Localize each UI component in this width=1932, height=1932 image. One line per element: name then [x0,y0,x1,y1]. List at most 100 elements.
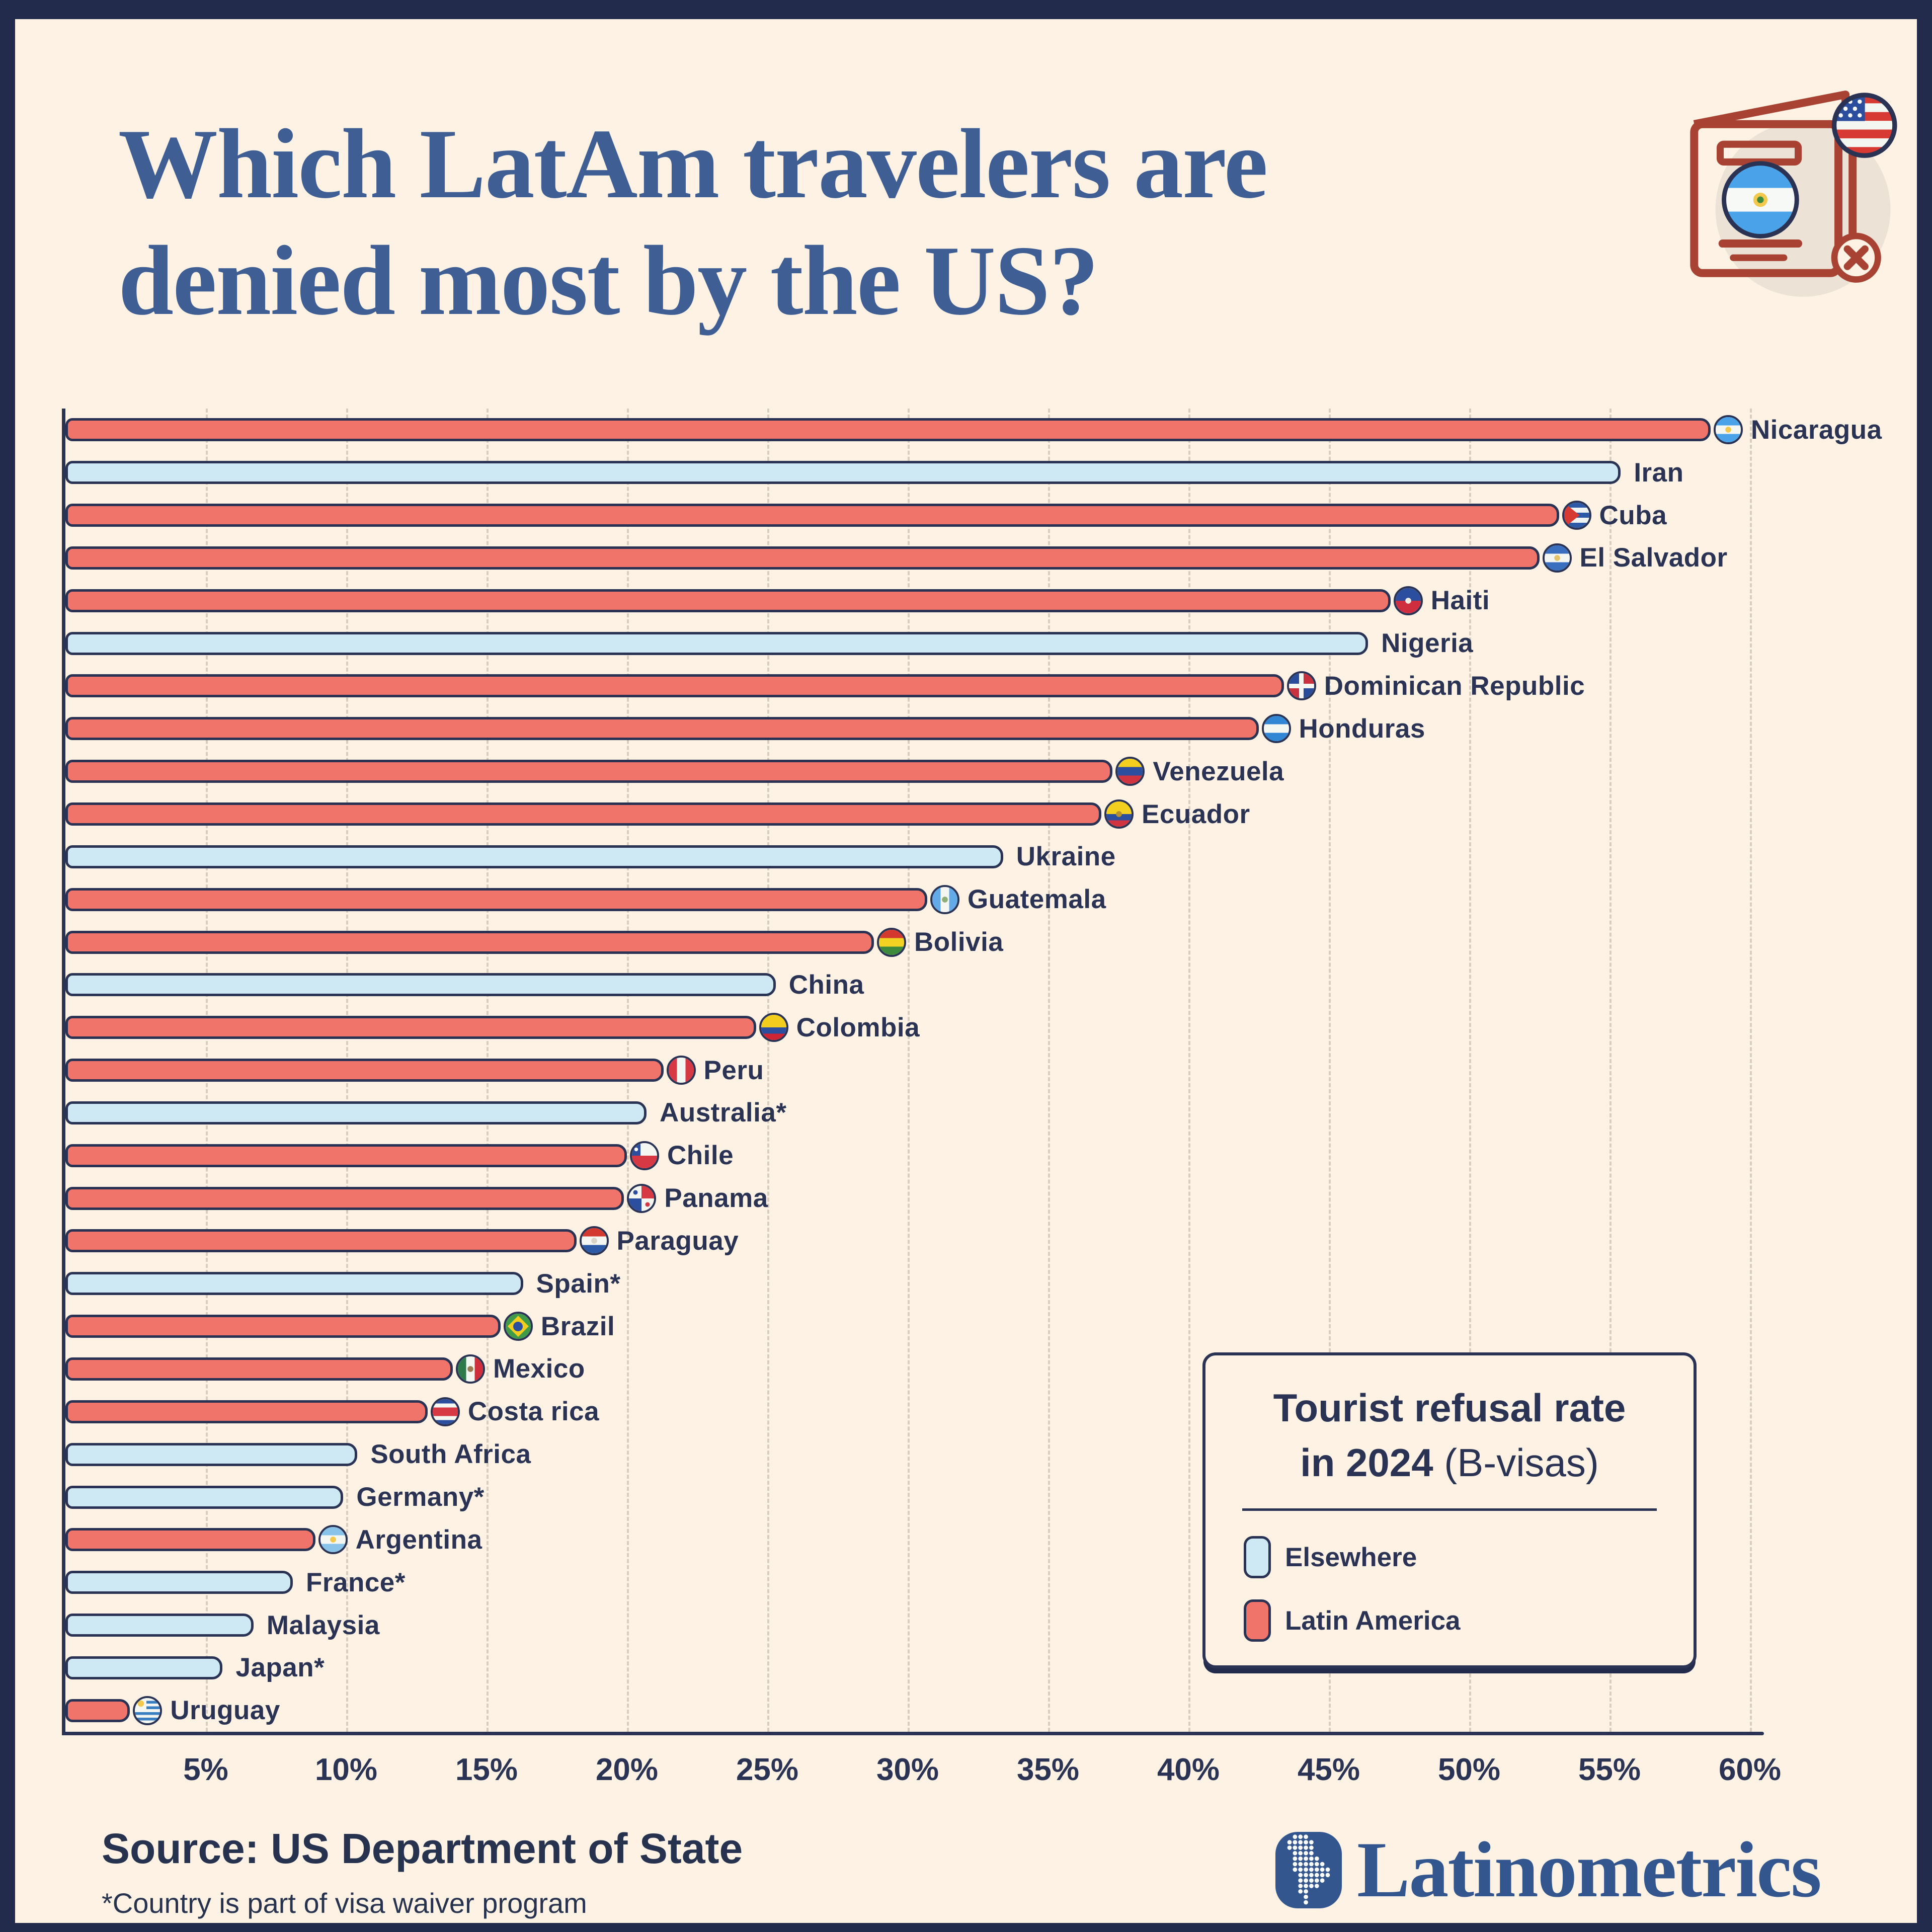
peru-flag-icon [666,1056,696,1085]
costa-rica-flag-icon [430,1397,460,1426]
nicaragua-flag-icon [1713,415,1743,445]
denied-x-icon [1831,232,1881,283]
bar-row-costa-rica: Costa rica [65,1390,1750,1433]
bar-row-uruguay: Uruguay [65,1689,1750,1732]
cuba-flag-icon [1562,501,1591,530]
infographic-background: Which LatAm travelers are denied most by… [15,19,1917,1923]
gridline-25 [767,409,769,1732]
gridline-40 [1188,409,1190,1732]
passport-cover-fold [1693,90,1850,128]
bar-ecuador [65,802,1102,826]
bar-costa-rica [65,1400,428,1423]
chile-flag-icon [630,1141,659,1170]
legend-divider [1242,1508,1657,1511]
bar-row-spain: Spain* [65,1262,1750,1305]
bar-row-ukraine: Ukraine [65,835,1750,878]
bar-label-ukraine: Ukraine [1016,842,1116,872]
bar-argentina [65,1528,315,1552]
bar-peru [65,1059,664,1082]
bar-row-colombia: Colombia [65,1006,1750,1049]
bar-label-ecuador: Ecuador [1142,799,1250,829]
dominican-republic-flag-icon [1286,671,1316,701]
bar-china [65,973,776,997]
bar-row-iran: Iran [65,451,1750,494]
bar-row-honduras: Honduras [65,707,1750,750]
bar-label-honduras: Honduras [1299,713,1425,744]
x-tick-15: 15% [455,1752,518,1787]
gridline-60 [1750,409,1752,1732]
bar-row-france: France* [65,1561,1750,1604]
bar-label-uruguay: Uruguay [170,1696,280,1726]
page-title: Which LatAm travelers are denied most by… [118,106,1268,339]
x-axis [62,1732,1764,1735]
bar-guatemala [65,888,928,911]
latinometrics-logo-icon [1275,1832,1342,1908]
bar-row-bolivia: Bolivia [65,921,1750,963]
x-axis-ticks: 5% 10% 15% 20% 25% 30% 35% 40% 45% 50% 55% 60% [65,1739,1781,1794]
bar-row-argentina: Argentina [65,1518,1750,1561]
passport-denied-icon [1690,90,1897,297]
passport-book [1690,120,1842,277]
bar-label-chile: Chile [667,1141,734,1171]
venezuela-flag-icon [1115,757,1145,786]
bar-row-brazil: Brazil [65,1305,1750,1348]
x-tick-5: 5% [183,1752,228,1787]
x-tick-30: 30% [876,1752,939,1787]
bar-venezuela [65,760,1113,783]
bar-el-salvador [65,546,1540,570]
bar-panama [65,1186,624,1210]
bar-label-bolivia: Bolivia [914,927,1004,957]
argentina-flag-icon [318,1525,348,1555]
legend-title-line1: Tourist refusal rate [1273,1386,1626,1430]
bar-row-japan: Japan* [65,1646,1750,1689]
x-tick-25: 25% [736,1752,799,1787]
bar-mexico [65,1357,453,1381]
gridline-50 [1469,409,1471,1732]
bar-row-dominican-republic: Dominican Republic [65,665,1750,707]
bar-colombia [65,1016,756,1039]
bar-label-haiti: Haiti [1430,586,1490,616]
bar-row-peru: Peru [65,1049,1750,1092]
panama-flag-icon [627,1183,657,1213]
uruguay-flag-icon [133,1696,163,1725]
x-tick-55: 55% [1578,1752,1641,1787]
bar-row-el-salvador: El Salvador [65,537,1750,580]
bar-row-haiti: Haiti [65,579,1750,622]
bar-label-nicaragua: Nicaragua [1750,415,1882,445]
bar-malaysia [65,1614,254,1637]
x-tick-35: 35% [1016,1752,1080,1787]
bar-honduras [65,717,1259,741]
bar-row-panama: Panama [65,1177,1750,1220]
bar-nicaragua [65,418,1711,442]
bar-spain [65,1272,523,1296]
page-title-line1: Which LatAm travelers are [118,109,1268,219]
ecuador-flag-icon [1104,799,1134,829]
bar-label-iran: Iran [1634,457,1684,488]
bar-row-chile: Chile [65,1134,1750,1177]
nicaragua-flag-circle [1722,161,1799,238]
bar-row-ecuador: Ecuador [65,793,1750,836]
brazil-flag-icon [503,1312,533,1341]
bar-row-guatemala: Guatemala [65,878,1750,921]
bar-row-south-africa: South Africa [65,1433,1750,1476]
bar-row-mexico: Mexico [65,1348,1750,1391]
el-salvador-flag-icon [1542,543,1572,573]
bar-row-paraguay: Paraguay [65,1220,1750,1262]
legend-label-latam: Latin America [1285,1605,1461,1636]
gridline-45 [1329,409,1331,1732]
bar-row-venezuela: Venezuela [65,750,1750,793]
bar-label-cuba: Cuba [1599,500,1667,530]
mexico-flag-icon [456,1354,486,1384]
legend-entry-elsewhere: Elsewhere [1244,1536,1694,1579]
legend-entry-latam: Latin America [1244,1599,1694,1642]
bar-label-nigeria: Nigeria [1381,628,1474,659]
bar-japan [65,1656,223,1679]
bolivia-flag-icon [877,927,907,957]
bar-label-australia: Australia* [660,1098,787,1128]
legend-entries: Elsewhere Latin America [1244,1536,1694,1642]
bar-iran [65,461,1621,485]
bar-row-cuba: Cuba [65,494,1750,537]
bar-label-panama: Panama [664,1183,768,1214]
bar-row-germany: Germany* [65,1476,1750,1518]
